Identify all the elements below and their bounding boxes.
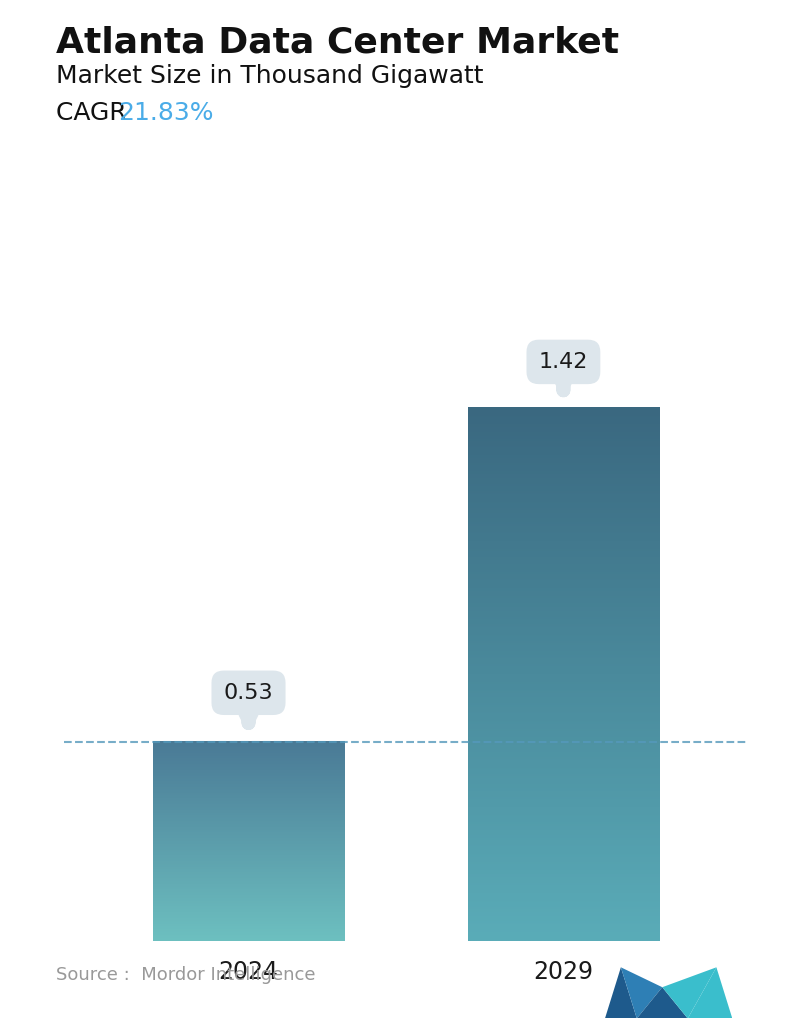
Text: Market Size in Thousand Gigawatt: Market Size in Thousand Gigawatt: [56, 64, 483, 88]
Polygon shape: [662, 968, 716, 1018]
Text: 21.83%: 21.83%: [118, 101, 213, 125]
Text: CAGR: CAGR: [56, 101, 135, 125]
Text: Atlanta Data Center Market: Atlanta Data Center Market: [56, 26, 618, 60]
Text: 1.42: 1.42: [539, 352, 588, 390]
Polygon shape: [621, 968, 662, 1018]
Polygon shape: [688, 968, 732, 1018]
Text: Source :  Mordor Intelligence: Source : Mordor Intelligence: [56, 967, 315, 984]
Text: 0.53: 0.53: [224, 682, 273, 723]
Polygon shape: [637, 987, 688, 1018]
Polygon shape: [605, 968, 637, 1018]
